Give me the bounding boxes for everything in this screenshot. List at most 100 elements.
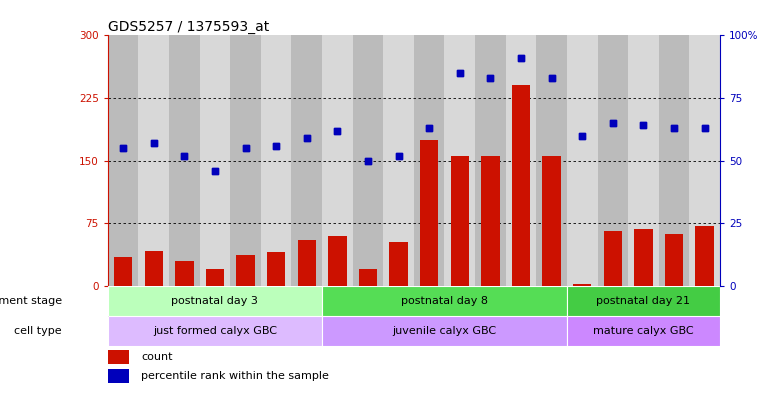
Bar bbox=[475, 35, 506, 286]
Point bbox=[362, 158, 374, 164]
Bar bbox=[145, 251, 163, 286]
Bar bbox=[236, 255, 255, 286]
Bar bbox=[689, 35, 720, 286]
Bar bbox=[175, 261, 193, 286]
Point bbox=[148, 140, 160, 146]
Bar bbox=[481, 156, 500, 286]
Bar bbox=[175, 261, 193, 286]
Point bbox=[423, 125, 435, 131]
Bar bbox=[114, 257, 132, 286]
Point bbox=[638, 122, 650, 129]
Point bbox=[668, 125, 680, 131]
Point bbox=[607, 120, 619, 126]
Text: postnatal day 3: postnatal day 3 bbox=[172, 296, 259, 306]
Bar bbox=[322, 286, 567, 316]
Bar bbox=[420, 140, 438, 286]
Text: postnatal day 21: postnatal day 21 bbox=[597, 296, 691, 306]
Point bbox=[270, 142, 283, 149]
Bar bbox=[450, 156, 469, 286]
Point bbox=[545, 75, 557, 81]
Bar bbox=[450, 156, 469, 286]
Bar bbox=[414, 35, 444, 286]
Bar bbox=[390, 242, 408, 286]
Point bbox=[576, 132, 588, 139]
Bar bbox=[236, 255, 255, 286]
Bar bbox=[573, 284, 591, 286]
Point bbox=[484, 75, 497, 81]
Bar bbox=[114, 257, 132, 286]
Point bbox=[117, 145, 129, 151]
Bar bbox=[108, 369, 129, 383]
Bar bbox=[267, 252, 286, 286]
Bar bbox=[659, 35, 689, 286]
Bar bbox=[567, 35, 598, 286]
Bar bbox=[604, 231, 622, 286]
Point bbox=[545, 75, 557, 81]
Point bbox=[484, 75, 497, 81]
Point bbox=[393, 152, 405, 159]
Text: cell type: cell type bbox=[15, 326, 62, 336]
Bar bbox=[108, 35, 139, 286]
Bar bbox=[261, 35, 292, 286]
Point bbox=[668, 125, 680, 131]
Text: just formed calyx GBC: just formed calyx GBC bbox=[153, 326, 277, 336]
Bar bbox=[390, 242, 408, 286]
Bar bbox=[383, 35, 414, 286]
Bar bbox=[230, 35, 261, 286]
Bar bbox=[542, 156, 561, 286]
Bar bbox=[481, 156, 500, 286]
Point bbox=[117, 145, 129, 151]
Bar bbox=[665, 234, 683, 286]
Point bbox=[576, 132, 588, 139]
Bar bbox=[444, 35, 475, 286]
Bar bbox=[598, 35, 628, 286]
Point bbox=[178, 152, 190, 159]
Bar bbox=[695, 226, 714, 286]
Bar bbox=[206, 269, 224, 286]
Bar bbox=[359, 269, 377, 286]
Bar bbox=[628, 35, 659, 286]
Bar bbox=[512, 85, 531, 286]
Bar bbox=[145, 251, 163, 286]
Bar bbox=[604, 231, 622, 286]
Bar bbox=[292, 35, 322, 286]
Bar bbox=[573, 284, 591, 286]
Point bbox=[270, 142, 283, 149]
Bar bbox=[108, 286, 322, 316]
Bar bbox=[328, 236, 346, 286]
Point bbox=[454, 70, 466, 76]
Bar bbox=[297, 240, 316, 286]
Bar bbox=[322, 35, 353, 286]
Text: development stage: development stage bbox=[0, 296, 62, 306]
Point bbox=[698, 125, 711, 131]
Point bbox=[423, 125, 435, 131]
Point bbox=[239, 145, 252, 151]
Point bbox=[698, 125, 711, 131]
Bar bbox=[420, 140, 438, 286]
Bar bbox=[328, 236, 346, 286]
Point bbox=[393, 152, 405, 159]
Bar bbox=[634, 229, 653, 286]
Bar bbox=[206, 269, 224, 286]
Point bbox=[300, 135, 313, 141]
Point bbox=[515, 55, 527, 61]
Point bbox=[638, 122, 650, 129]
Point bbox=[300, 135, 313, 141]
Text: count: count bbox=[142, 352, 173, 362]
Bar bbox=[108, 316, 322, 346]
Bar bbox=[506, 35, 537, 286]
Bar bbox=[297, 240, 316, 286]
Point bbox=[362, 158, 374, 164]
Point bbox=[209, 167, 221, 174]
Bar bbox=[199, 35, 230, 286]
Text: postnatal day 8: postnatal day 8 bbox=[401, 296, 488, 306]
Point bbox=[454, 70, 466, 76]
Point bbox=[331, 127, 343, 134]
Text: juvenile calyx GBC: juvenile calyx GBC bbox=[393, 326, 497, 336]
Bar bbox=[695, 226, 714, 286]
Point bbox=[607, 120, 619, 126]
Text: mature calyx GBC: mature calyx GBC bbox=[593, 326, 694, 336]
Bar bbox=[359, 269, 377, 286]
Text: GDS5257 / 1375593_at: GDS5257 / 1375593_at bbox=[108, 20, 269, 34]
Point bbox=[178, 152, 190, 159]
